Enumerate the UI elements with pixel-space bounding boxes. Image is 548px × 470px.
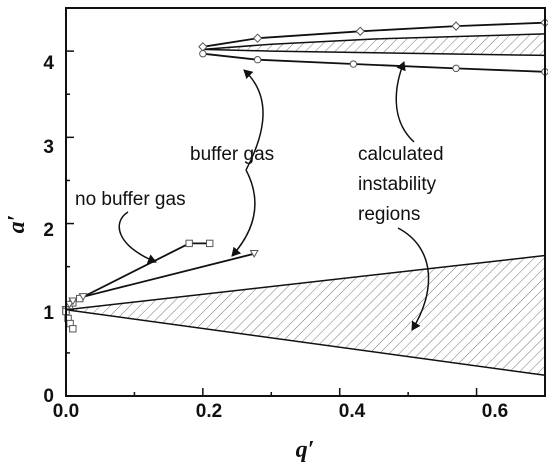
y-tick-label: 2 xyxy=(43,220,54,241)
arrow-buffer-gas xyxy=(243,69,264,171)
data-series-line xyxy=(202,52,546,73)
annotation-no-buffer-gas: no buffer gas xyxy=(75,189,186,210)
square-marker xyxy=(69,325,77,333)
instability-boundary-line xyxy=(202,48,546,57)
diamond-marker xyxy=(451,21,461,31)
triangle-marker xyxy=(68,297,78,306)
y-tick-label: 3 xyxy=(43,137,54,158)
annotation-regions: regions xyxy=(358,204,420,225)
diamond-marker xyxy=(355,26,365,36)
circle-marker xyxy=(199,49,207,58)
arrow-no-buffer-gas xyxy=(118,211,157,264)
instability-boundary-line xyxy=(65,254,546,311)
annotation-instability: instability xyxy=(358,174,437,195)
y-tick-label: 0 xyxy=(43,386,54,407)
x-axis-title: q′ xyxy=(296,437,315,463)
triangle-marker xyxy=(78,293,88,302)
annotation-calculated: calculated xyxy=(358,144,444,165)
circle-marker xyxy=(253,56,262,64)
instability-boundary-line xyxy=(65,309,546,377)
x-tick-labels: 0.0 0.2 0.4 0.6 xyxy=(53,401,508,422)
square-marker xyxy=(185,239,193,248)
triangle-marker xyxy=(249,250,259,258)
arrow-buffer-gas-lower xyxy=(231,169,256,257)
arrow-calculated xyxy=(395,61,415,143)
diamond-marker xyxy=(252,33,263,43)
circle-marker xyxy=(349,60,358,68)
triangle-marker xyxy=(64,300,74,309)
instability-region-fill xyxy=(66,255,545,376)
x-tick-label: 0.6 xyxy=(482,401,508,422)
x-tick-label: 0.2 xyxy=(196,401,222,422)
circle-marker xyxy=(452,64,460,73)
y-tick-label: 1 xyxy=(43,303,54,324)
instability-regions xyxy=(65,33,546,377)
annotation-buffer-gas: buffer gas xyxy=(190,144,274,165)
y-tick-label: 4 xyxy=(43,53,54,74)
x-tick-label: 0.0 xyxy=(53,401,79,422)
instability-boundary-line xyxy=(202,33,546,51)
plot-frame xyxy=(65,7,546,397)
arrow-regions xyxy=(397,227,430,331)
y-axis-title: a′ xyxy=(4,215,30,234)
axis-ticks xyxy=(65,50,478,397)
x-tick-label: 0.4 xyxy=(339,401,366,422)
y-tick-labels: 0 1 2 3 4 xyxy=(43,53,54,407)
instability-region-fill xyxy=(202,33,545,56)
square-marker xyxy=(206,239,214,248)
